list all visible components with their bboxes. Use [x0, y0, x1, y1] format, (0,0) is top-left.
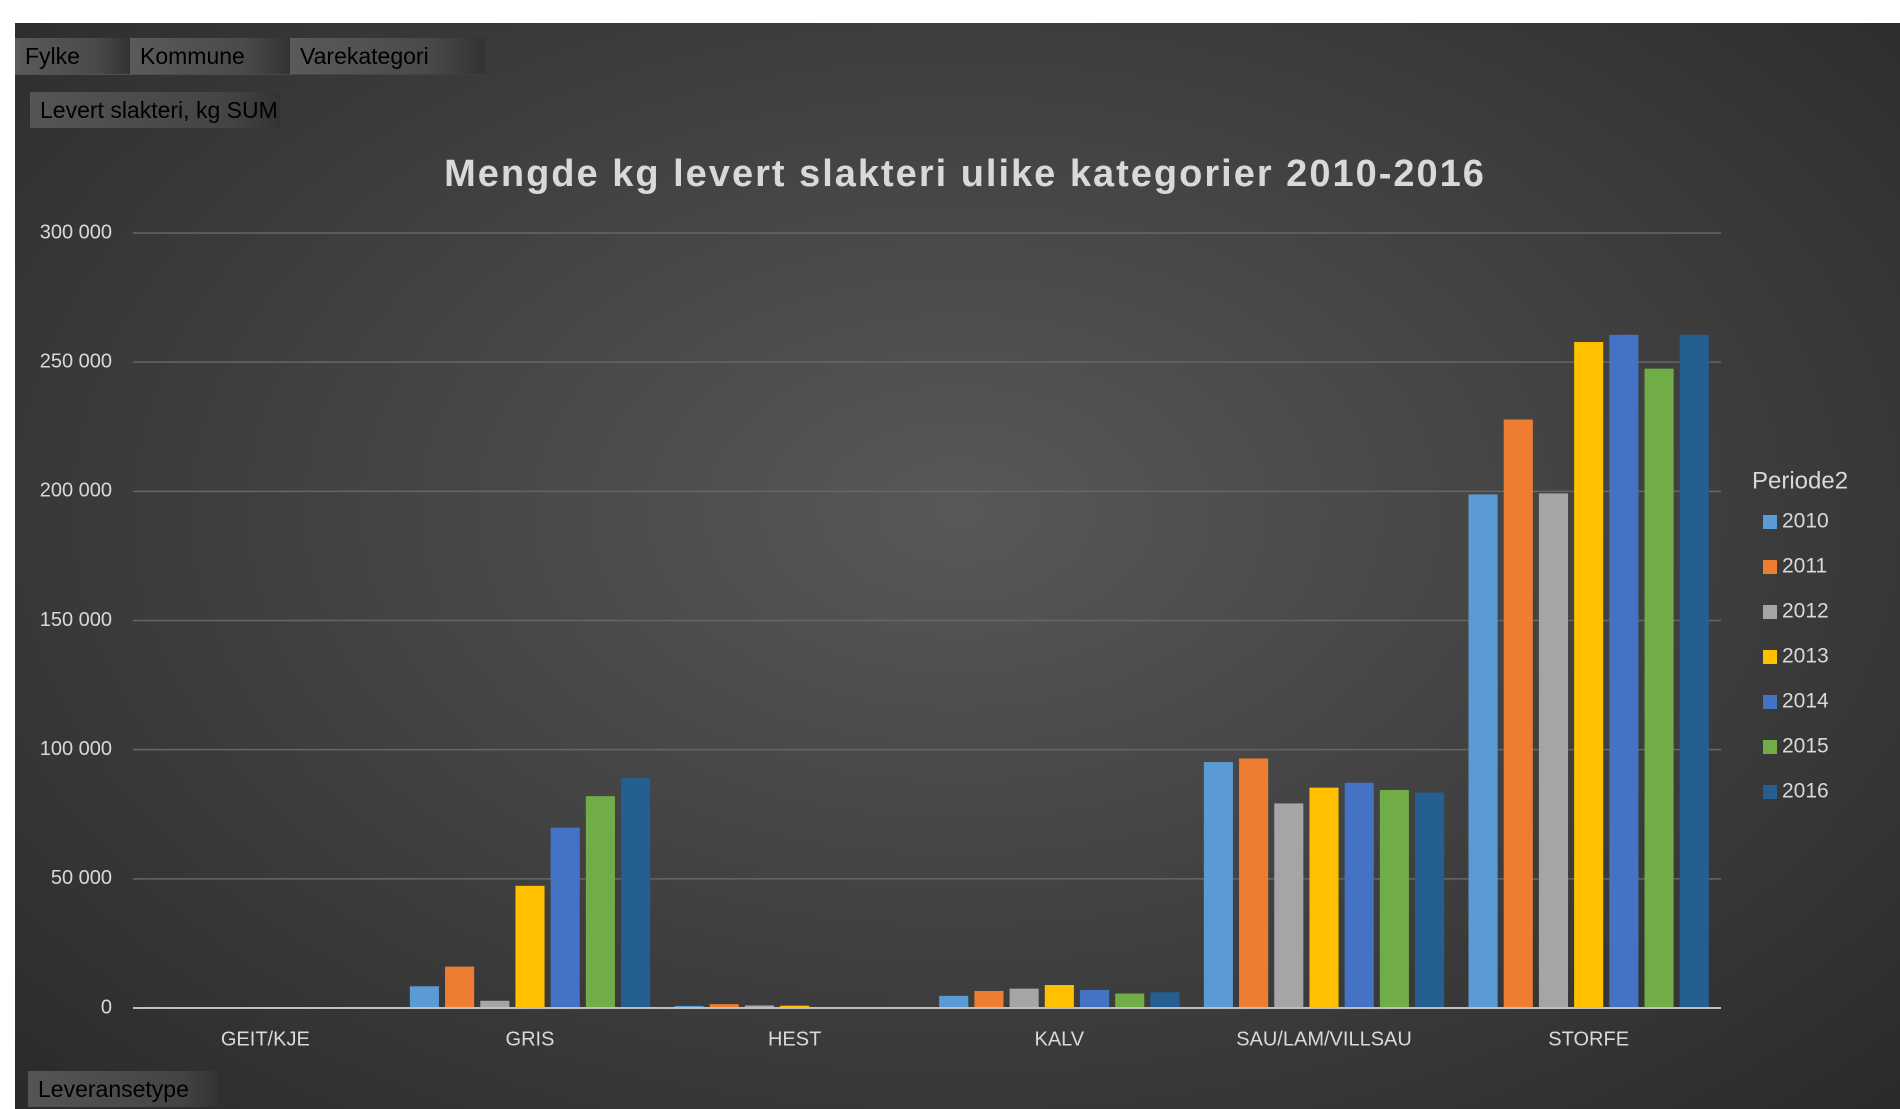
legend-label: 2011 — [1782, 555, 1827, 578]
y-tick-label: 150 000 — [40, 609, 112, 631]
bar — [1415, 792, 1445, 1008]
bar — [445, 966, 475, 1008]
bar — [550, 827, 580, 1008]
bar — [1079, 989, 1110, 1008]
legend-swatch — [1763, 560, 1777, 574]
chart-title: Mengde kg levert slakteri ulike kategori… — [444, 153, 1486, 195]
bar — [1239, 758, 1269, 1008]
bar — [409, 986, 439, 1008]
y-tick-label: 50 000 — [51, 867, 112, 889]
bar — [1468, 494, 1498, 1008]
legend-swatch — [1763, 695, 1777, 709]
bar — [1115, 993, 1145, 1008]
legend-swatch — [1763, 515, 1777, 529]
bar — [585, 796, 615, 1008]
y-tick-label: 250 000 — [40, 350, 112, 372]
legend-title: Periode2 — [1752, 467, 1848, 494]
legend-swatch — [1763, 650, 1777, 664]
bar — [1203, 762, 1233, 1008]
y-tick-label: 200 000 — [40, 480, 112, 502]
x-tick-label: HEST — [768, 1028, 821, 1050]
bar — [709, 1004, 739, 1008]
bar — [1679, 334, 1709, 1008]
legend-swatch — [1763, 605, 1777, 619]
bar — [515, 885, 545, 1008]
bar — [621, 778, 651, 1008]
x-tick-label: GRIS — [506, 1028, 555, 1050]
x-tick-label: SAU/LAM/VILLSAU — [1236, 1028, 1412, 1050]
legend-swatch — [1763, 785, 1777, 799]
bar — [974, 990, 1004, 1008]
bar — [1644, 368, 1674, 1008]
legend-label: 2013 — [1782, 645, 1829, 668]
filter-field-button[interactable]: Varekategori — [290, 38, 485, 74]
bar — [1379, 789, 1409, 1008]
bar — [1609, 334, 1639, 1008]
bar — [1538, 493, 1569, 1008]
x-tick-label: GEIT/KJE — [221, 1028, 310, 1050]
legend-label: 2015 — [1782, 735, 1829, 758]
bar — [1344, 782, 1374, 1008]
filter-field-button[interactable]: Fylke — [15, 38, 130, 74]
legend-label: 2014 — [1782, 690, 1829, 713]
bar — [1274, 803, 1304, 1008]
legend-label: 2010 — [1782, 510, 1829, 533]
x-tick-label: KALV — [1034, 1028, 1084, 1050]
y-tick-label: 300 000 — [40, 221, 112, 243]
legend-label: 2016 — [1782, 780, 1829, 803]
bar — [744, 1005, 775, 1008]
filter-field-button[interactable]: Kommune — [130, 38, 290, 74]
x-tick-label: STORFE — [1548, 1028, 1629, 1050]
bar — [674, 1005, 704, 1008]
legend-label: 2012 — [1782, 600, 1829, 623]
bar — [780, 1005, 810, 1008]
bar — [939, 995, 969, 1008]
bar — [1309, 787, 1339, 1008]
value-field-button[interactable]: Levert slakteri, kg SUM — [30, 92, 280, 128]
y-tick-label: 0 — [101, 996, 112, 1018]
axis-field-button[interactable]: Leveransetype — [28, 1071, 218, 1107]
y-tick-label: 100 000 — [40, 738, 112, 760]
bar — [1150, 992, 1180, 1008]
filter-field-strip: Fylke Kommune Varekategori — [15, 38, 485, 75]
bar — [1009, 988, 1039, 1008]
bar — [480, 1000, 510, 1008]
bar — [1044, 985, 1074, 1008]
legend-swatch — [1763, 740, 1777, 754]
bar — [1503, 419, 1533, 1008]
bar — [1574, 342, 1604, 1008]
